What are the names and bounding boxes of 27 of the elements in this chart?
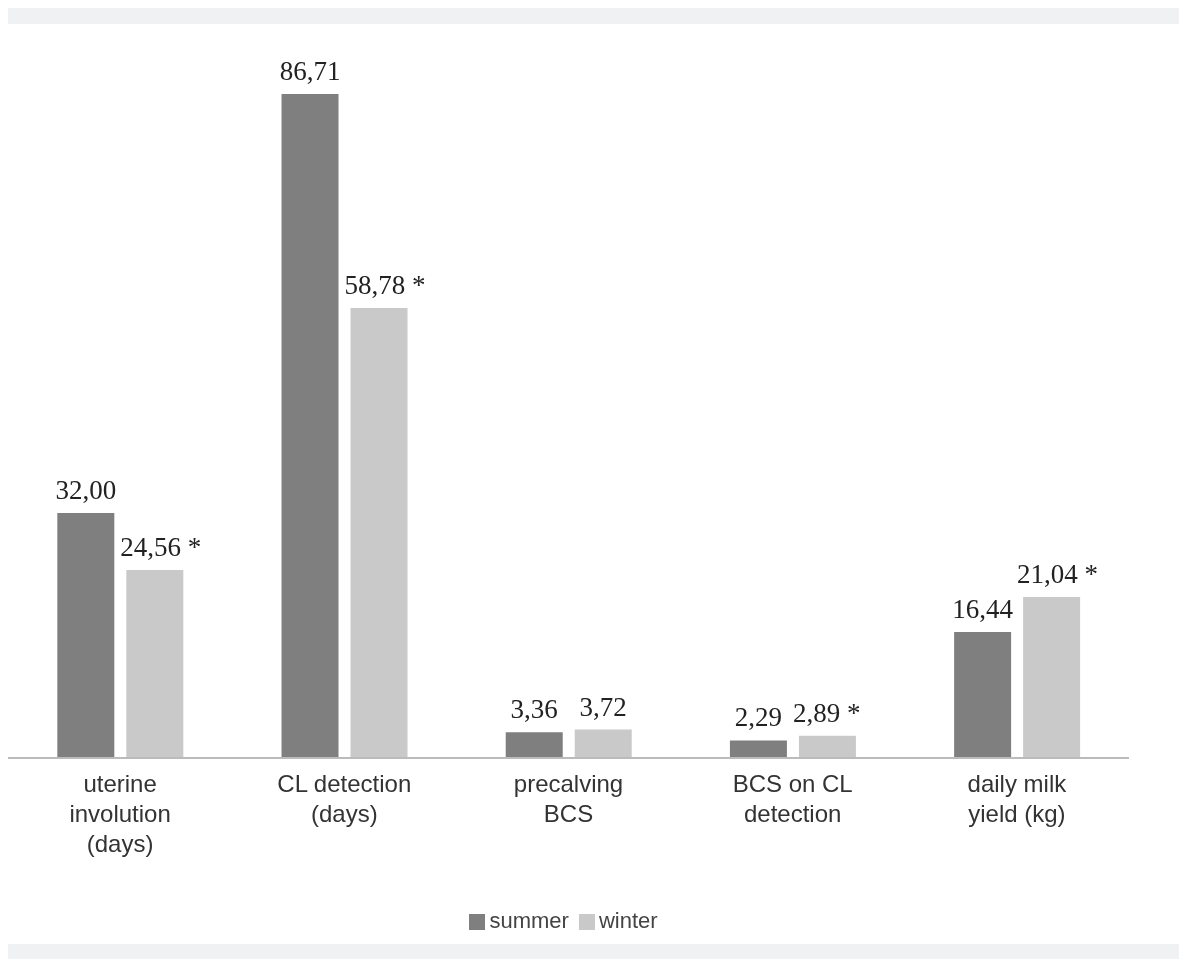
bar (505, 732, 563, 758)
x-tick-label: CL detection (days) (277, 770, 412, 827)
bar (126, 569, 184, 758)
bar (954, 632, 1012, 758)
data-label: 21,04 * (1017, 558, 1099, 589)
bar (729, 740, 787, 758)
legend-label: winter (598, 908, 658, 933)
x-tick-label: uterine involution (days) (69, 770, 171, 857)
bar (57, 512, 115, 758)
data-label: 16,44 (952, 594, 1014, 625)
data-label: 32,00 (55, 474, 117, 505)
data-label: 3,72 (579, 691, 627, 722)
bar (1023, 596, 1081, 758)
data-label: 24,56 * (120, 531, 202, 562)
bar (798, 735, 856, 758)
bar (574, 729, 632, 758)
bar (350, 307, 408, 758)
data-label: 3,36 (510, 694, 558, 725)
bar (281, 94, 339, 758)
legend-label: summer (489, 908, 569, 933)
x-tick-label: BCS on CL detection (732, 770, 853, 827)
x-tick-label: daily milk yield (kg) (967, 770, 1068, 827)
data-label: 2,89 * (792, 697, 861, 728)
data-label: 2,29 (734, 702, 783, 733)
data-label: 86,71 (279, 56, 341, 86)
data-label: 58,78 * (344, 269, 426, 300)
x-tick-label: precalving BCS (513, 770, 624, 827)
